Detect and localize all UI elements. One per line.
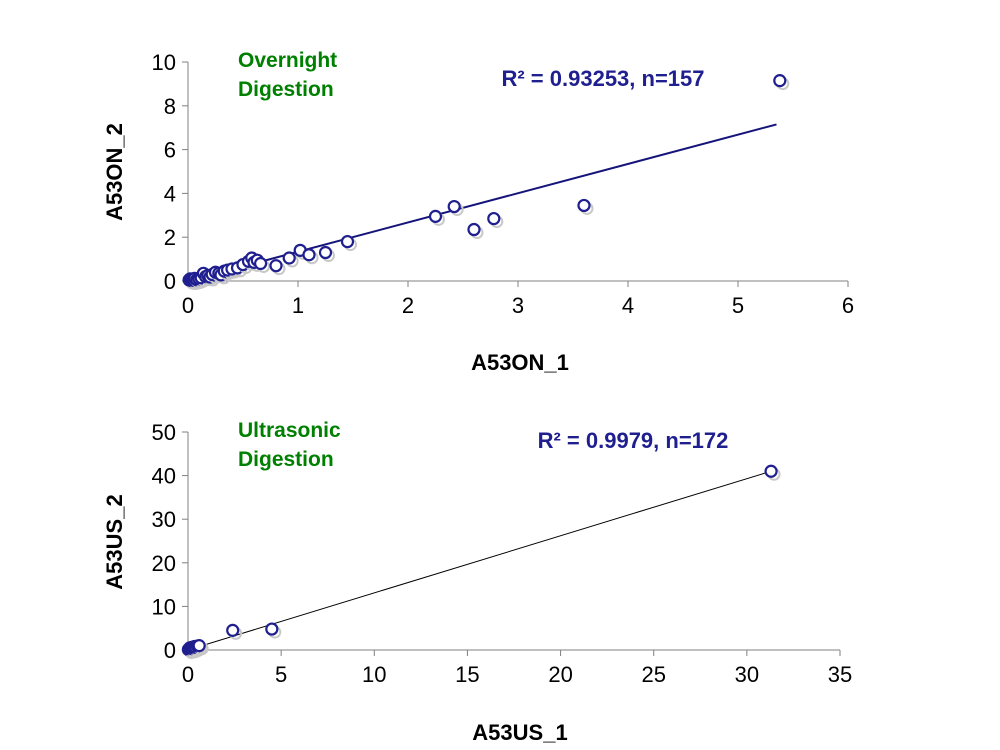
x-tick-label: 1: [292, 293, 304, 318]
x-tick-label: 35: [828, 662, 852, 687]
x-tick-label: 15: [455, 662, 479, 687]
trendline: [187, 470, 772, 651]
y-tick-label: 8: [164, 94, 176, 119]
method-annotation: Digestion: [238, 448, 334, 471]
data-point: [773, 74, 787, 88]
data-point: [577, 198, 591, 213]
y-tick-label: 50: [152, 420, 176, 445]
y-tick-label: 4: [164, 181, 176, 206]
data-point: [269, 259, 283, 273]
data-point: [254, 256, 268, 271]
y-tick-label: 10: [152, 594, 176, 619]
x-tick-label: 0: [182, 662, 194, 687]
y-tick-label: 0: [164, 269, 176, 294]
x-tick-label: 3: [512, 293, 524, 318]
y-tick-label: 40: [152, 464, 176, 489]
data-point: [764, 464, 778, 478]
x-axis-title: A53ON_1: [471, 350, 569, 375]
x-tick-label: 5: [275, 662, 287, 687]
x-tick-label: 0: [182, 293, 194, 318]
data-point: [318, 245, 333, 260]
x-tick-label: 5: [732, 293, 744, 318]
r-squared-label: R² = 0.9979, n=172: [538, 428, 729, 453]
data-point: [226, 623, 240, 637]
y-tick-label: 10: [152, 50, 176, 75]
data-point: [447, 199, 461, 214]
data-point: [487, 211, 501, 226]
y-axis-title: A53ON_2: [102, 123, 127, 221]
x-tick-label: 2: [402, 293, 414, 318]
y-axis-title: A53US_2: [102, 494, 127, 589]
x-tick-label: 10: [362, 662, 386, 687]
data-point: [265, 622, 279, 636]
data-point: [467, 222, 481, 237]
method-annotation: Overnight: [238, 49, 337, 72]
method-annotation: Ultrasonic: [238, 419, 341, 442]
y-tick-label: 6: [164, 138, 176, 163]
x-tick-label: 25: [641, 662, 665, 687]
data-point: [340, 234, 355, 249]
x-tick-label: 6: [842, 293, 854, 318]
r-squared-label: R² = 0.93253, n=157: [501, 66, 704, 91]
x-tick-label: 20: [548, 662, 572, 687]
y-tick-label: 20: [152, 551, 176, 576]
method-annotation: Digestion: [238, 78, 334, 101]
trendline: [187, 123, 777, 282]
x-axis-title: A53US_1: [472, 720, 567, 745]
data-point: [302, 248, 316, 262]
data-point: [428, 209, 443, 223]
data-point: [192, 639, 206, 653]
x-tick-label: 30: [735, 662, 759, 687]
y-tick-label: 30: [152, 507, 176, 532]
data-point: [282, 251, 296, 265]
y-tick-label: 2: [164, 225, 176, 250]
y-tick-label: 0: [164, 638, 176, 663]
x-tick-label: 4: [622, 293, 634, 318]
